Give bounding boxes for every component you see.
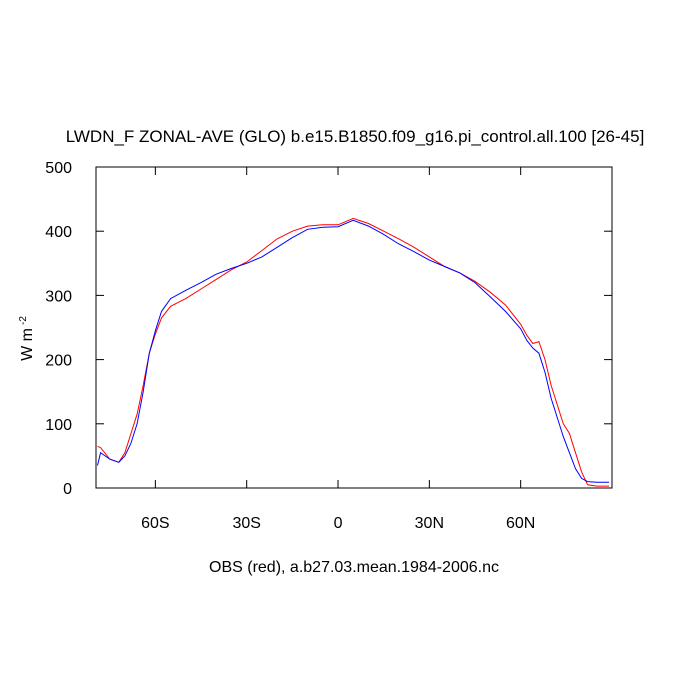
- y-tick-label: 300: [45, 288, 72, 305]
- x-tick-label: 60S: [141, 515, 169, 532]
- x-tick-label: 0: [334, 515, 343, 532]
- data-line: [97, 219, 609, 483]
- chart-title: LWDN_F ZONAL-AVE (GLO) b.e15.B1850.f09_g…: [66, 127, 645, 146]
- x-tick-label: 30N: [415, 515, 444, 532]
- x-tick-label: 30S: [232, 515, 260, 532]
- y-tick-label: 400: [45, 224, 72, 241]
- y-tick-label: 0: [63, 481, 72, 498]
- y-axis-label: W m: [19, 328, 36, 361]
- y-tick-label: 100: [45, 417, 72, 434]
- data-line: [97, 217, 609, 487]
- y-axis-label-sup: -2: [18, 316, 29, 325]
- x-tick-label: 60N: [506, 515, 535, 532]
- plot-frame: [95, 166, 613, 489]
- x-axis-label: OBS (red), a.b27.03.mean.1984-2006.nc: [209, 559, 499, 576]
- y-tick-label: 500: [45, 160, 72, 177]
- y-axis-label-group: W m -2: [18, 316, 36, 361]
- y-tick-label: 200: [45, 353, 72, 370]
